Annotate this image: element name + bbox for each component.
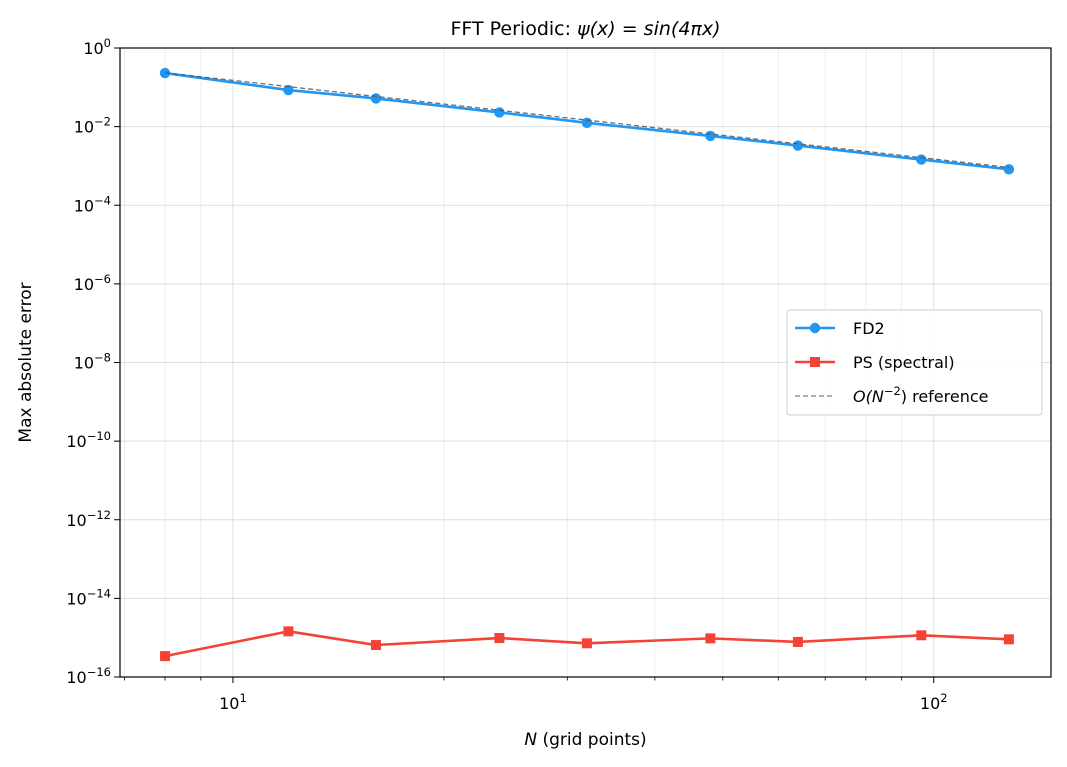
data-point-fd2 [370, 93, 382, 104]
x-tick-label: 102 [920, 691, 948, 713]
data-point-ps-spectral [160, 651, 171, 662]
data-point-fd2 [1003, 164, 1015, 175]
data-point-ps-spectral [370, 640, 381, 651]
legend-label-ps-spectral: PS (spectral) [853, 353, 955, 372]
legend: FD2 PS (spectral) O(N−2) reference [786, 309, 1043, 416]
y-axis-label: Max absolute error [16, 282, 36, 442]
x-axis-label: N (grid points) [524, 730, 646, 750]
legend-label-fd2: FD2 [853, 319, 885, 338]
chart-title: FFT Periodic: ψ(x) = sin(4πx) [450, 18, 720, 40]
data-point-ps-spectral [1003, 634, 1014, 645]
x-tick-label: 101 [219, 691, 247, 713]
y-tick-label: 10−8 [74, 351, 111, 373]
y-tick-label: 10−6 [74, 272, 111, 294]
data-point-fd2 [283, 84, 294, 96]
y-tick-label: 10−10 [66, 429, 111, 451]
chart-title-math: ψ(x) = sin(4πx) [577, 18, 720, 40]
y-tick-label: 10−16 [66, 665, 111, 687]
tick-layer: 100 10−2 10−4 10−6 10−8 10−10 10−12 10−14 10−16 1… [66, 36, 947, 713]
legend-box [786, 309, 1043, 416]
y-tick-label: 10−12 [66, 508, 111, 530]
data-point-fd2 [494, 107, 505, 118]
series-line-reference [164, 72, 1009, 169]
x-axis-label-rest: (grid points) [537, 730, 647, 750]
legend-label-reference: O(N−2) reference [853, 384, 989, 406]
legend-items: FD2 PS (spectral) O(N−2) reference [795, 319, 989, 406]
y-tick-label: 10−2 [74, 115, 111, 137]
y-tick-label: 10−4 [74, 193, 111, 215]
legend-marker-ps-spectral [810, 357, 820, 367]
data-point-fd2 [916, 154, 927, 165]
data-point-ps-spectral [705, 633, 716, 644]
data-point-ps-spectral [916, 630, 927, 641]
x-axis-label-var: N [524, 730, 537, 750]
legend-marker-fd2 [809, 322, 821, 334]
data-point-ps-spectral [494, 633, 505, 644]
data-point-fd2 [792, 140, 804, 151]
data-point-ps-spectral [283, 626, 294, 637]
y-tick-label: 100 [83, 36, 111, 58]
series-layer [159, 67, 1015, 662]
data-point-fd2 [705, 130, 716, 142]
y-tick-label: 10−14 [66, 586, 111, 608]
data-point-ps-spectral [792, 636, 803, 647]
data-point-ps-spectral [581, 638, 592, 649]
chart-title-prefix: FFT Periodic: [450, 18, 577, 40]
